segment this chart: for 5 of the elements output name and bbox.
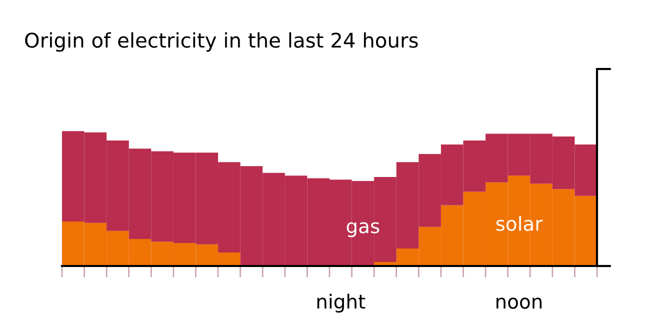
x-tick-label: night — [317, 294, 366, 313]
series-label: solar — [496, 216, 543, 231]
chart-title: Origin of electricity in the last 24 hours — [25, 32, 418, 52]
x-tick-label: noon — [496, 298, 542, 309]
series-label: gas — [346, 222, 380, 238]
